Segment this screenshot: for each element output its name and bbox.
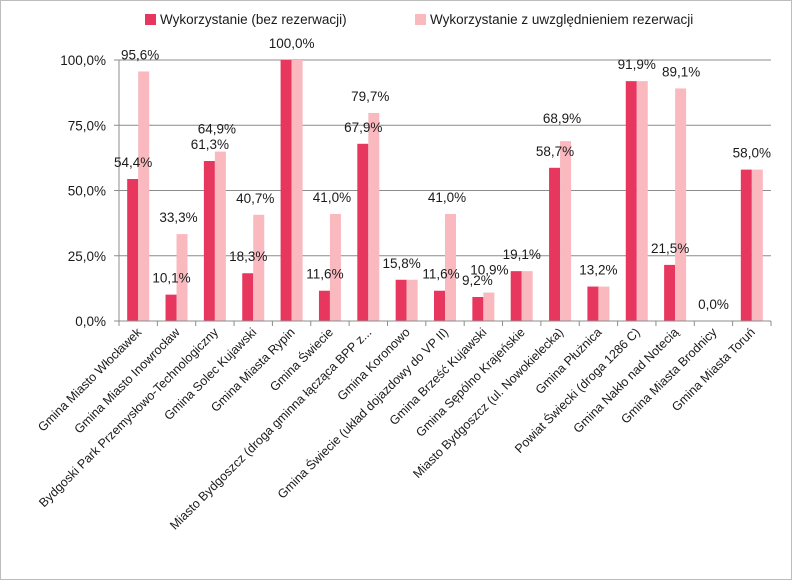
- data-label: 54,4%: [114, 155, 152, 170]
- bar-z-rezerwacja-2: [214, 151, 226, 321]
- data-label: 67,9%: [344, 120, 382, 135]
- bar-z-rezerwacja-3: [253, 214, 265, 321]
- bar-z-rezerwacja-16: [751, 169, 763, 321]
- bar-z-rezerwacja-1: [176, 234, 188, 321]
- bar-z-rezerwacja-8: [445, 213, 456, 321]
- legend-label: Wykorzystanie (bez rezerwacji): [160, 12, 347, 27]
- bar-bez-rezerwacji-13: [625, 81, 637, 322]
- data-label: 11,6%: [422, 267, 459, 282]
- bar-z-rezerwacja-14: [675, 88, 687, 321]
- data-label: 61,3%: [191, 137, 229, 152]
- bar-bez-rezerwacji-0: [127, 179, 139, 321]
- data-label: 41,0%: [313, 190, 351, 205]
- data-label: 13,2%: [579, 263, 617, 278]
- y-tick-label: 100,0%: [60, 53, 106, 68]
- legend-swatch: [415, 14, 426, 25]
- data-label: 19,1%: [503, 247, 541, 262]
- bar-bez-rezerwacji-10: [510, 271, 522, 321]
- data-label: 10,9%: [470, 263, 508, 278]
- bar-z-rezerwacja-11: [560, 141, 572, 321]
- bar-bez-rezerwacji-9: [472, 296, 484, 321]
- bar-bez-rezerwacji-14: [664, 264, 676, 321]
- bar-bez-rezerwacji-7: [395, 279, 407, 321]
- bars: [127, 60, 763, 322]
- data-label: 15,8%: [383, 256, 421, 271]
- bar-z-rezerwacja-10: [521, 271, 533, 321]
- bar-bez-rezerwacji-2: [203, 161, 215, 321]
- bar-bez-rezerwacji-12: [587, 286, 599, 321]
- bar-z-rezerwacja-13: [636, 81, 648, 322]
- data-label: 41,0%: [428, 190, 466, 205]
- legend: Wykorzystanie (bez rezerwacji) Wykorzysta…: [145, 12, 693, 27]
- bar-bez-rezerwacji-4: [280, 60, 292, 321]
- data-label: 79,7%: [351, 89, 389, 104]
- data-label: 64,9%: [198, 122, 236, 137]
- data-label: 58,0%: [733, 146, 771, 161]
- data-label: 9,2%: [462, 273, 493, 288]
- bar-z-rezerwacja-0: [138, 71, 150, 321]
- bar-bez-rezerwacji-3: [242, 273, 254, 321]
- legend-label: Wykorzystanie z uwzględnieniem rezerwacj…: [430, 12, 693, 27]
- data-label: 68,9%: [543, 111, 581, 126]
- data-label: 0,0%: [698, 297, 729, 312]
- data-label: 21,5%: [651, 241, 689, 256]
- x-axis: [118, 320, 772, 326]
- data-labels: 54,4% 95,6% 10,1% 33,3% 61,3%64,9% 18,3% 40,7%…: [114, 36, 771, 312]
- y-tick-label: 75,0%: [68, 118, 106, 133]
- data-label: 18,3%: [229, 249, 267, 264]
- y-tick-label: 0,0%: [75, 314, 106, 329]
- bar-bez-rezerwacji-1: [165, 294, 177, 321]
- bar-z-rezerwacja-9: [483, 292, 495, 321]
- data-label: 33,3%: [159, 210, 197, 225]
- y-tick-label: 50,0%: [68, 184, 106, 199]
- bar-z-rezerwacja-6: [368, 112, 380, 321]
- category-label: Bydgoski Park Przemysłowo-Technologiczny: [36, 325, 221, 510]
- data-label: 89,1%: [662, 64, 700, 79]
- y-axis: 0,0% 25,0% 50,0% 75,0% 100,0%: [60, 53, 120, 329]
- y-tick-label: 25,0%: [68, 249, 106, 264]
- data-label: 11,6%: [306, 267, 343, 282]
- data-label: 58,7%: [536, 144, 574, 159]
- data-label: 100,0%: [269, 36, 315, 51]
- data-label: 95,6%: [121, 47, 159, 62]
- bar-bez-rezerwacji-8: [434, 290, 445, 321]
- bar-z-rezerwacja-12: [598, 286, 610, 321]
- data-label: 10,1%: [152, 271, 190, 286]
- bar-bez-rezerwacji-11: [549, 167, 561, 321]
- data-label: 40,7%: [236, 191, 274, 206]
- bar-bez-rezerwacji-5: [318, 290, 330, 321]
- bar-z-rezerwacja-4: [291, 60, 303, 321]
- bar-bez-rezerwacji-6: [357, 143, 369, 321]
- bar-z-rezerwacja-5: [329, 213, 341, 321]
- category-label: Gmina Płużnica: [533, 325, 605, 397]
- bar-z-rezerwacja-7: [406, 279, 418, 321]
- data-label: 91,9%: [618, 57, 656, 72]
- legend-swatch: [145, 14, 156, 25]
- bar-bez-rezerwacji-16: [740, 169, 752, 321]
